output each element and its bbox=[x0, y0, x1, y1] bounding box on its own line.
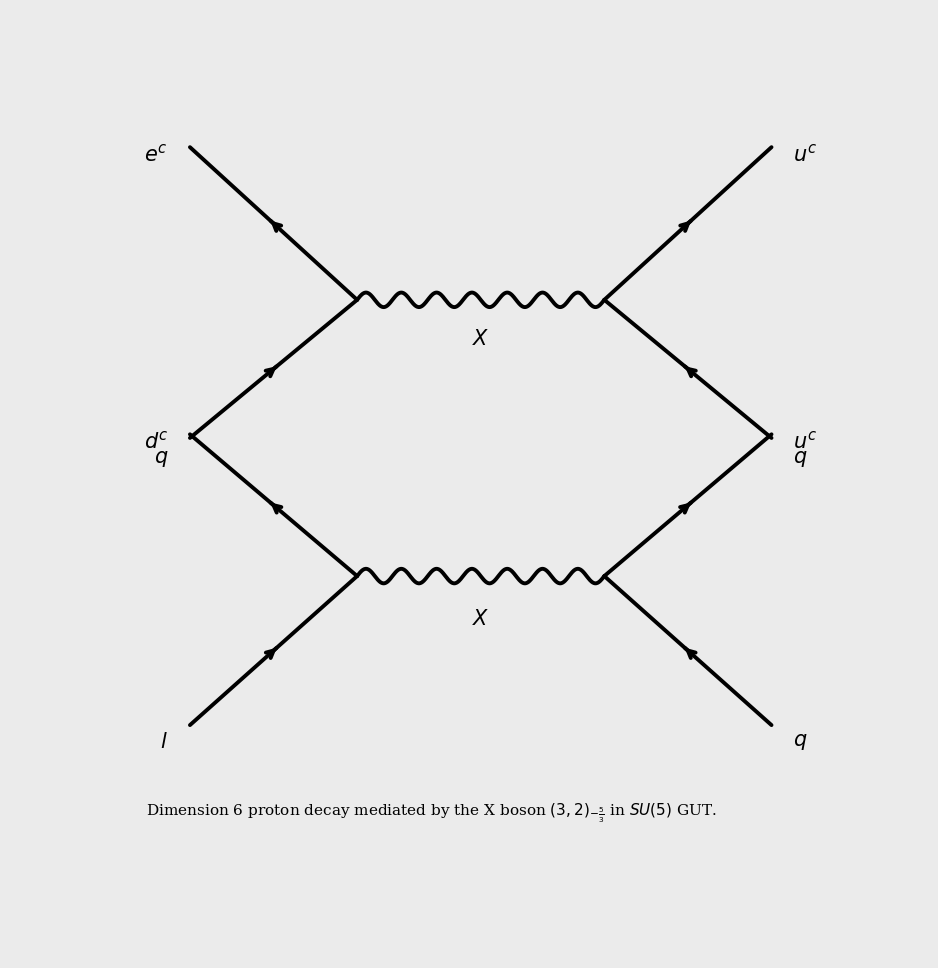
Text: $q$: $q$ bbox=[794, 733, 808, 752]
Text: $d^c$: $d^c$ bbox=[144, 431, 168, 453]
Text: $e^c$: $e^c$ bbox=[144, 143, 168, 166]
Text: $X$: $X$ bbox=[472, 609, 490, 629]
Text: $l$: $l$ bbox=[160, 733, 168, 752]
Text: $u^c$: $u^c$ bbox=[794, 143, 817, 166]
Text: $u^c$: $u^c$ bbox=[794, 431, 817, 453]
Text: $q$: $q$ bbox=[794, 449, 808, 469]
Text: $X$: $X$ bbox=[472, 329, 490, 348]
Text: $q$: $q$ bbox=[154, 449, 168, 469]
Text: Dimension 6 proton decay mediated by the X boson $(3,2)_{-\frac{5}{3}}$ in $SU(5: Dimension 6 proton decay mediated by the… bbox=[146, 802, 718, 825]
